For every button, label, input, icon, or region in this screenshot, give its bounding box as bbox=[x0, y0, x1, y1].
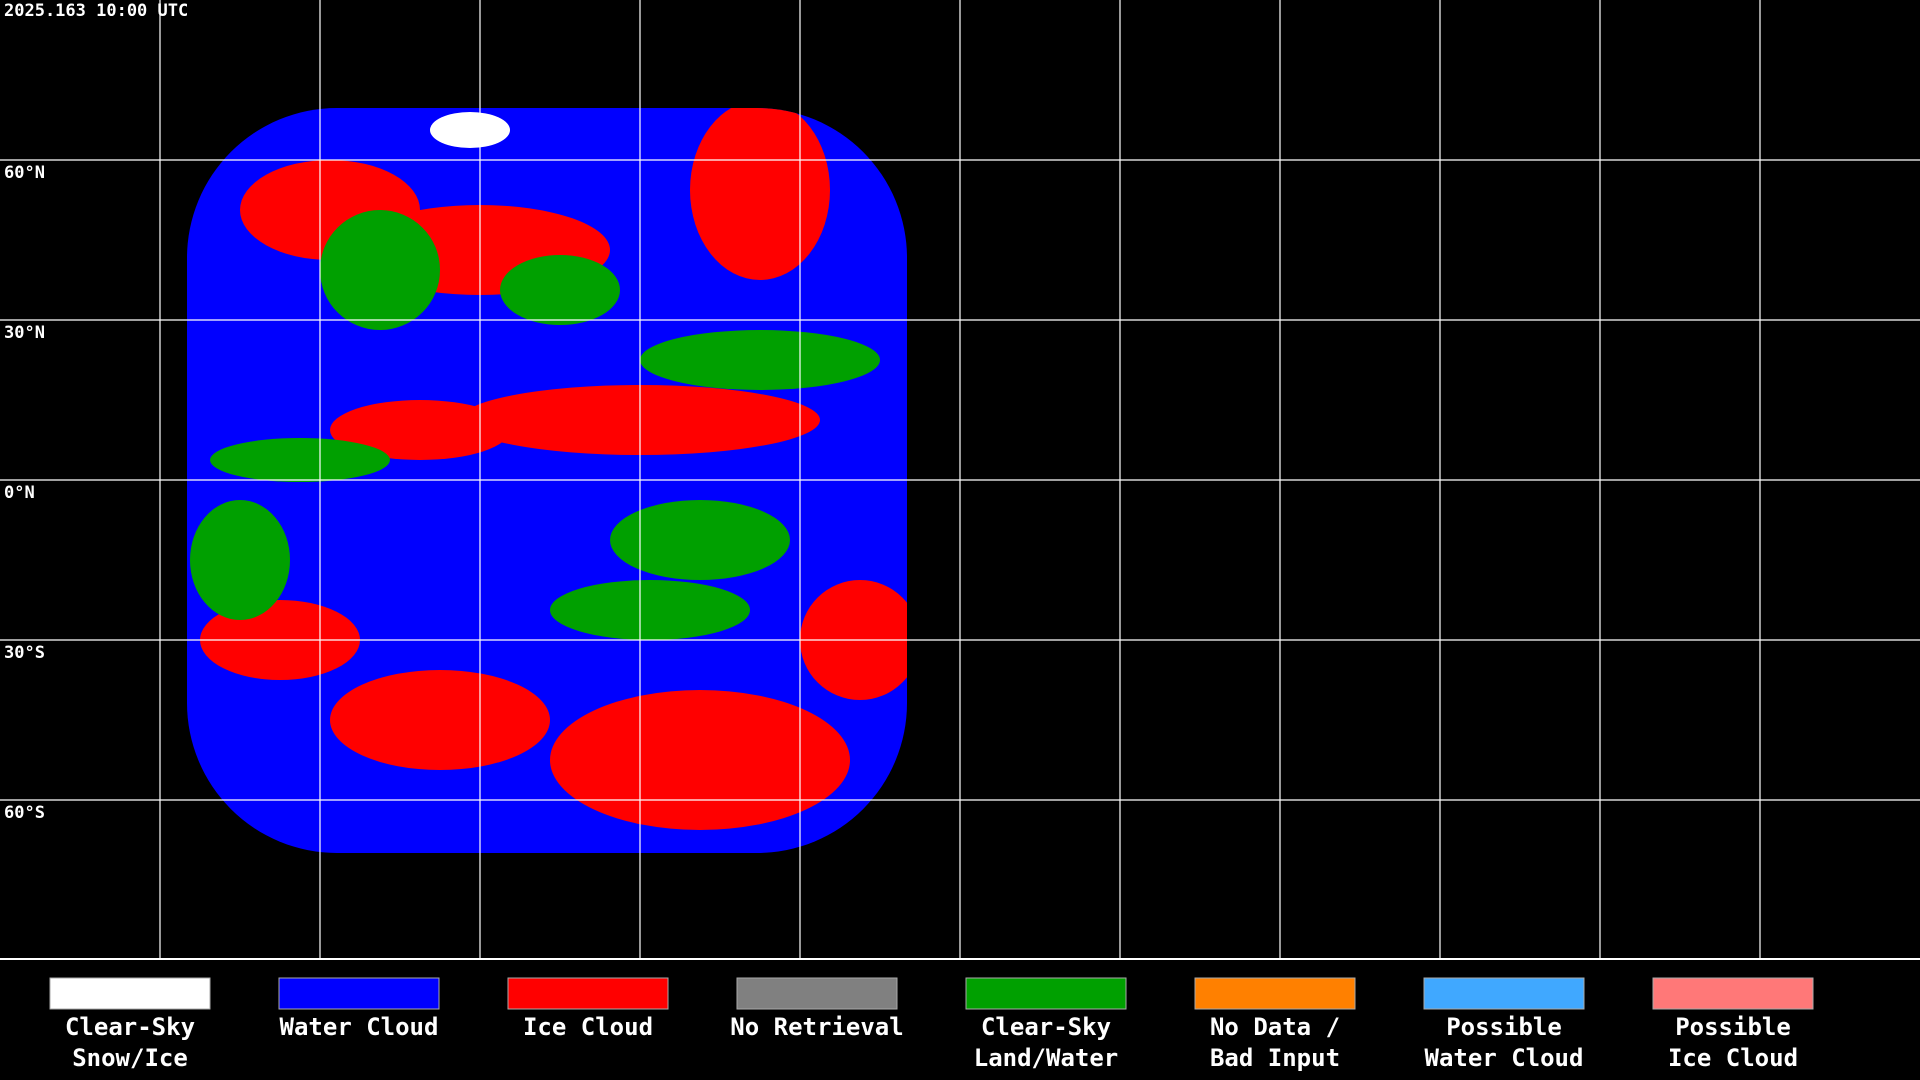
lat-label: 0°N bbox=[4, 483, 35, 503]
legend-swatch bbox=[49, 977, 211, 1010]
legend-swatch bbox=[736, 977, 898, 1010]
legend-label: Possible bbox=[1675, 1013, 1791, 1041]
legend-label: No Retrieval bbox=[730, 1013, 903, 1041]
legend-swatch bbox=[1652, 977, 1814, 1010]
legend-swatch bbox=[1423, 977, 1585, 1010]
lat-label: 30°S bbox=[4, 643, 45, 663]
legend-swatch bbox=[1194, 977, 1356, 1010]
legend-label: Snow/Ice bbox=[72, 1044, 188, 1072]
timestamp: 2025.163 10:00 UTC bbox=[4, 1, 188, 21]
legend-label: Clear-Sky bbox=[981, 1013, 1111, 1041]
cloud-imagery bbox=[187, 108, 907, 853]
lat-label: 30°N bbox=[4, 323, 45, 343]
legend-label: Ice Cloud bbox=[523, 1013, 653, 1041]
map-border bbox=[0, 958, 1920, 960]
legend-label: Clear-Sky bbox=[65, 1013, 195, 1041]
lat-label: 60°N bbox=[4, 163, 45, 183]
legend-label: Land/Water bbox=[974, 1044, 1119, 1072]
legend-label: Ice Cloud bbox=[1668, 1044, 1798, 1072]
legend-label: Water Cloud bbox=[280, 1013, 439, 1041]
lat-label: 60°S bbox=[4, 803, 45, 823]
lat-labels: 60°N 30°N 0°N 30°S 60°S bbox=[4, 163, 45, 823]
legend-label: Water Cloud bbox=[1425, 1044, 1584, 1072]
legend-label: Possible bbox=[1446, 1013, 1562, 1041]
legend-swatch bbox=[507, 977, 669, 1010]
legend-label: Bad Input bbox=[1210, 1044, 1340, 1072]
legend-swatch bbox=[278, 977, 440, 1010]
legend-swatch bbox=[965, 977, 1127, 1010]
legend-label: No Data / bbox=[1210, 1013, 1340, 1041]
legend: Clear-Sky Snow/Ice Water Cloud Ice Cloud No … bbox=[49, 977, 1814, 1072]
graticule bbox=[0, 0, 1920, 958]
